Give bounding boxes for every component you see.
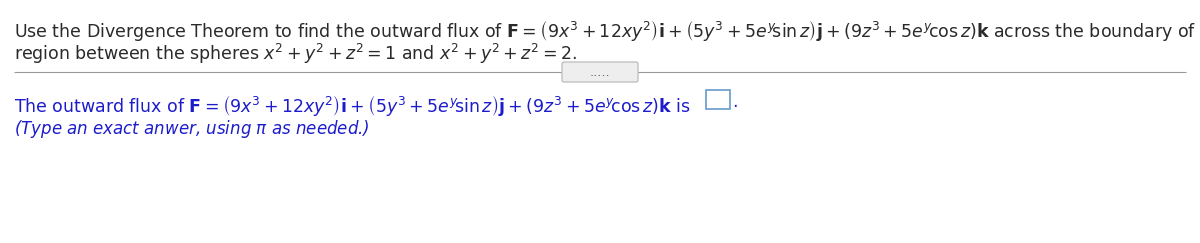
FancyBboxPatch shape bbox=[706, 90, 730, 109]
Text: (Type an exact anwer, using $\pi$ as needed.): (Type an exact anwer, using $\pi$ as nee… bbox=[14, 118, 370, 140]
Text: Use the Divergence Theorem to find the outward flux of $\mathbf{F} = \left(9x^3 : Use the Divergence Theorem to find the o… bbox=[14, 18, 1200, 43]
FancyBboxPatch shape bbox=[562, 62, 638, 82]
Text: The outward flux of $\mathbf{F} = \left(9x^3 + 12xy^2\right)\mathbf{i} + \left(5: The outward flux of $\mathbf{F} = \left(… bbox=[14, 93, 691, 118]
Text: .....: ..... bbox=[589, 66, 611, 78]
Text: .: . bbox=[732, 93, 738, 111]
Text: region between the spheres $x^2 + y^2 + z^2 = 1$ and $x^2 + y^2 + z^2 = 2$.: region between the spheres $x^2 + y^2 + … bbox=[14, 42, 577, 66]
